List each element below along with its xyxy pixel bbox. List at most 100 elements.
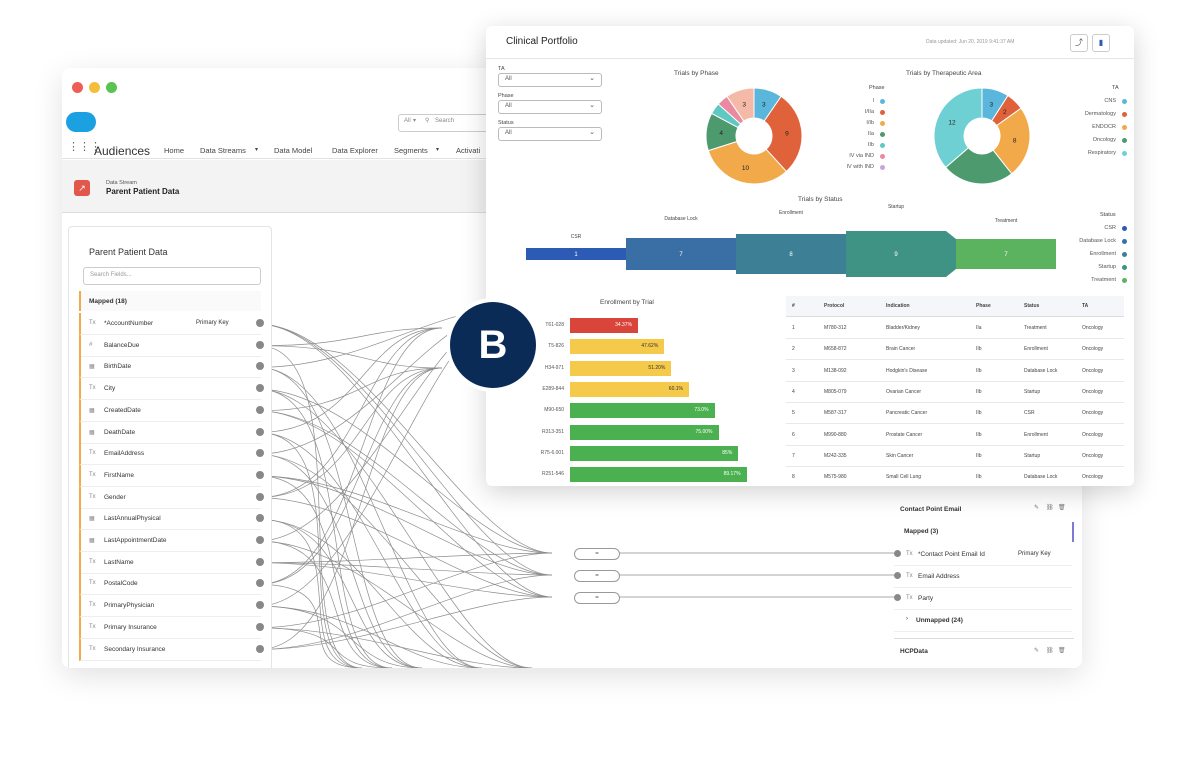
nav-home[interactable]: Home	[164, 146, 185, 155]
target-field-row[interactable]: Tx Email Address	[894, 566, 1072, 588]
nav-data-streams[interactable]: Data Streams	[200, 146, 246, 155]
connector-knob[interactable]	[256, 362, 264, 371]
table-row[interactable]	[786, 360, 1124, 382]
connector-knob[interactable]	[256, 319, 264, 327]
nav-data-explorer[interactable]: Data Explorer	[332, 146, 378, 155]
source-field-row[interactable]: Tx LastName	[79, 551, 264, 574]
maximize-window-button[interactable]	[106, 82, 117, 93]
source-field-row[interactable]: ▦ CreatedDate	[79, 399, 264, 422]
delete-icon[interactable]: 🗑	[1058, 505, 1066, 511]
chevron-down-icon[interactable]: ▾	[436, 147, 440, 153]
edit-icon[interactable]: ✎	[1034, 648, 1040, 654]
enrollment-bar[interactable]: 51.20%	[570, 360, 672, 376]
delete-icon[interactable]: 🗑	[1058, 648, 1066, 654]
funnel-stage[interactable]	[956, 239, 1056, 269]
source-field-row[interactable]: Tx FirstName	[79, 464, 264, 487]
donut-slice[interactable]	[933, 87, 983, 169]
connector-knob[interactable]	[256, 492, 264, 501]
enrollment-bar[interactable]: 34.37%	[570, 318, 639, 333]
legend-item[interactable]: CNS	[1034, 98, 1116, 104]
legend-item[interactable]: Database Lock	[1034, 238, 1116, 244]
legend-item[interactable]: Dermatology	[1034, 111, 1116, 117]
nav-activations[interactable]: Activati	[456, 146, 481, 155]
connector-knob[interactable]	[256, 579, 264, 588]
connector-knob[interactable]	[894, 594, 901, 601]
legend-item[interactable]: CSR	[1034, 225, 1116, 231]
mapped-section-header[interactable]: Mapped (18)	[79, 291, 261, 311]
search-scope[interactable]: All	[404, 118, 411, 124]
source-field-row[interactable]: Tx PrimaryPhysician	[79, 595, 264, 618]
connector-knob[interactable]	[256, 470, 264, 479]
connector-knob[interactable]	[256, 601, 264, 610]
legend-item[interactable]: I/Ib	[792, 120, 874, 126]
transform-node[interactable]: =	[574, 592, 620, 604]
nav-segments[interactable]: Segments	[394, 146, 428, 155]
connector-knob[interactable]	[256, 514, 264, 523]
unmapped-section-header[interactable]: › Unmapped (24)	[894, 610, 1072, 632]
legend-item[interactable]: Oncology	[1034, 137, 1116, 143]
nav-data-model[interactable]: Data Model	[274, 146, 313, 155]
chevron-down-icon[interactable]: ▾	[255, 147, 259, 153]
source-field-row[interactable]: Tx *AccountNumber Primary Key	[79, 313, 264, 335]
app-launcher-icon[interactable]: ⋮⋮⋮	[68, 141, 101, 153]
connector-knob[interactable]	[256, 557, 264, 566]
legend-item[interactable]: IV with IND	[792, 164, 874, 170]
enrollment-bar[interactable]: 85%	[570, 445, 739, 461]
edit-icon[interactable]: ✎	[1034, 505, 1040, 511]
legend-item[interactable]: Treatment	[1034, 277, 1116, 283]
source-field-row[interactable]: Tx PostalCode	[79, 573, 264, 596]
transform-node[interactable]: =	[574, 548, 620, 560]
source-field-row[interactable]: Tx City	[79, 378, 264, 401]
next-target-object[interactable]: HCPData ✎ ⛓ 🗑	[894, 638, 1074, 668]
funnel-stage[interactable]	[846, 231, 946, 277]
link-icon[interactable]: ⛓	[1046, 648, 1054, 654]
source-field-row[interactable]: # BalanceDue	[79, 334, 264, 357]
legend-item[interactable]: I/IIa	[792, 109, 874, 115]
source-field-row[interactable]: ▦ LastAppointmentDate	[79, 530, 264, 552]
connector-knob[interactable]	[256, 622, 264, 631]
ta-filter-select[interactable]: All ⌄	[498, 73, 602, 87]
close-window-button[interactable]	[72, 82, 83, 93]
table-column-header[interactable]: Status	[1024, 303, 1040, 309]
target-mapped-header[interactable]: Mapped (3)	[900, 522, 1074, 542]
legend-item[interactable]: IV via IND	[792, 153, 874, 159]
legend-item[interactable]: I	[792, 98, 874, 104]
legend-item[interactable]: Startup	[1034, 264, 1116, 270]
chevron-down-icon[interactable]: ▾	[413, 118, 417, 124]
donut-slice[interactable]	[707, 140, 788, 185]
connector-knob[interactable]	[256, 449, 264, 458]
source-field-row[interactable]: ▦ DeathDate	[79, 421, 264, 444]
table-column-header[interactable]: TA	[1082, 303, 1089, 309]
donut-slice[interactable]	[726, 87, 755, 122]
target-field-row[interactable]: Tx *Contact Point Email Id Primary Key	[894, 544, 1072, 566]
legend-item[interactable]: Respiratory	[1034, 150, 1116, 156]
connector-knob[interactable]	[256, 340, 264, 349]
table-column-header[interactable]: Phase	[976, 303, 991, 309]
connector-knob[interactable]	[256, 536, 264, 544]
funnel-stage[interactable]	[736, 234, 846, 274]
donut-slice[interactable]	[763, 95, 803, 173]
donut-slice[interactable]	[992, 107, 1031, 175]
connector-knob[interactable]	[894, 572, 901, 579]
table-column-header[interactable]: #	[792, 303, 795, 309]
legend-item[interactable]: IIb	[792, 142, 874, 148]
target-field-row[interactable]: Tx Party	[894, 588, 1072, 610]
enrollment-bar[interactable]: 47.62%	[570, 339, 665, 355]
enrollment-bar[interactable]: 89.17%	[570, 467, 747, 483]
connector-knob[interactable]	[894, 550, 901, 557]
source-field-row[interactable]: Tx Gender	[79, 486, 264, 509]
table-row[interactable]	[786, 338, 1124, 361]
minimize-window-button[interactable]	[89, 82, 100, 93]
table-row[interactable]	[786, 424, 1124, 446]
table-row[interactable]	[786, 317, 1124, 339]
connector-knob[interactable]	[256, 384, 264, 393]
funnel-stage[interactable]	[626, 238, 736, 270]
connector-knob[interactable]	[256, 644, 264, 653]
source-field-row[interactable]: ▦ LastAnnualPhysical	[79, 508, 264, 531]
bar-chart-icon[interactable]: ▮	[1092, 34, 1110, 52]
legend-item[interactable]: Enrollment	[1034, 251, 1116, 257]
source-field-row[interactable]: Tx Primary Insurance	[79, 616, 264, 639]
phase-filter-select[interactable]: All ⌄	[498, 100, 602, 114]
funnel-stage[interactable]	[526, 248, 626, 260]
table-row[interactable]	[786, 402, 1124, 425]
